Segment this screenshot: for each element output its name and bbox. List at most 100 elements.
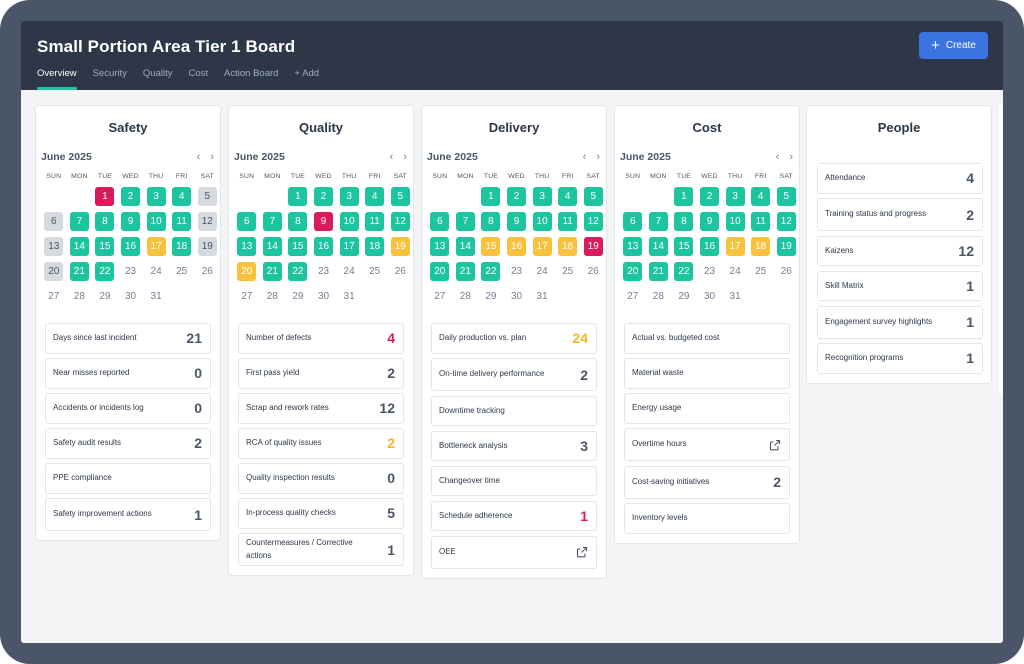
calendar-day[interactable]: 29: [478, 284, 504, 309]
metric-card[interactable]: Quality inspection results 0: [238, 463, 404, 494]
calendar-day[interactable]: 29: [671, 284, 697, 309]
calendar-day[interactable]: 14: [646, 234, 672, 259]
calendar-day[interactable]: 27: [234, 284, 260, 309]
calendar-day[interactable]: 10: [336, 209, 362, 234]
metric-card[interactable]: In-process quality checks 5: [238, 498, 404, 529]
calendar-day[interactable]: 23: [504, 259, 530, 284]
calendar-day[interactable]: 19: [387, 234, 413, 259]
calendar-day[interactable]: 29: [285, 284, 311, 309]
calendar-day[interactable]: 3: [143, 184, 169, 209]
calendar-day[interactable]: 30: [504, 284, 530, 309]
metric-card[interactable]: Material waste: [624, 358, 790, 389]
calendar-day[interactable]: 24: [529, 259, 555, 284]
chevron-left-icon[interactable]: ‹: [196, 151, 201, 163]
calendar-day[interactable]: 19: [580, 234, 606, 259]
tab-quality[interactable]: Quality: [142, 68, 173, 79]
calendar-day[interactable]: 29: [92, 284, 118, 309]
chevron-left-icon[interactable]: ‹: [582, 151, 587, 163]
chevron-right-icon[interactable]: ›: [210, 151, 214, 163]
calendar-day[interactable]: 4: [362, 184, 388, 209]
calendar-day[interactable]: 8: [92, 209, 118, 234]
calendar-day[interactable]: 13: [427, 234, 453, 259]
calendar-day[interactable]: 10: [143, 209, 169, 234]
metric-card[interactable]: Near misses reported 0: [45, 358, 211, 389]
calendar-day[interactable]: 7: [646, 209, 672, 234]
calendar-day[interactable]: 1: [92, 184, 118, 209]
external-link-icon[interactable]: [769, 439, 781, 451]
metric-card[interactable]: PPE compliance: [45, 463, 211, 494]
metric-card[interactable]: Skill Matrix 1: [817, 270, 983, 301]
calendar-day[interactable]: 18: [555, 234, 581, 259]
calendar-day[interactable]: 6: [427, 209, 453, 234]
calendar-day[interactable]: 22: [478, 259, 504, 284]
calendar-day[interactable]: 27: [427, 284, 453, 309]
chevron-left-icon[interactable]: ‹: [775, 151, 780, 163]
create-button[interactable]: + Create: [919, 32, 988, 59]
calendar-day[interactable]: 17: [529, 234, 555, 259]
metric-card[interactable]: Inventory levels: [624, 503, 790, 534]
calendar-day[interactable]: 20: [234, 259, 260, 284]
calendar-day[interactable]: 2: [118, 184, 144, 209]
calendar-day[interactable]: 30: [118, 284, 144, 309]
metric-card[interactable]: Attendance 4: [817, 163, 983, 194]
calendar-day[interactable]: 24: [336, 259, 362, 284]
calendar-day[interactable]: 14: [260, 234, 286, 259]
external-link-icon[interactable]: [576, 546, 588, 558]
metric-card[interactable]: Schedule adherence 1: [431, 500, 597, 531]
calendar-day[interactable]: 16: [504, 234, 530, 259]
calendar-day[interactable]: 5: [773, 184, 799, 209]
calendar-day[interactable]: 30: [311, 284, 337, 309]
calendar-day[interactable]: 15: [478, 234, 504, 259]
metric-card[interactable]: Energy usage: [624, 393, 790, 424]
tab-security[interactable]: Security: [92, 68, 127, 79]
metric-card[interactable]: OEE: [431, 535, 597, 569]
calendar-day[interactable]: 11: [362, 209, 388, 234]
calendar-day[interactable]: 17: [143, 234, 169, 259]
calendar-day[interactable]: 16: [311, 234, 337, 259]
calendar-day[interactable]: 22: [92, 259, 118, 284]
calendar-day[interactable]: 27: [620, 284, 646, 309]
calendar-day[interactable]: 25: [169, 259, 195, 284]
chevron-right-icon[interactable]: ›: [789, 151, 793, 163]
metric-card[interactable]: Overtime hours: [624, 428, 790, 461]
calendar-day[interactable]: 31: [143, 284, 169, 309]
metric-card[interactable]: Cost-saving initiatives 2: [624, 465, 790, 499]
calendar-day[interactable]: 17: [722, 234, 748, 259]
calendar-day[interactable]: 15: [92, 234, 118, 259]
calendar-day[interactable]: 3: [336, 184, 362, 209]
tab-action-board[interactable]: Action Board: [224, 68, 279, 79]
calendar-day[interactable]: 3: [529, 184, 555, 209]
metric-card[interactable]: Scrap and rework rates 12: [238, 393, 404, 424]
calendar-day[interactable]: 17: [336, 234, 362, 259]
metric-card[interactable]: Training status and progress 2: [817, 198, 983, 231]
calendar-day[interactable]: 10: [722, 209, 748, 234]
calendar-day[interactable]: 26: [580, 259, 606, 284]
calendar-day[interactable]: 24: [143, 259, 169, 284]
calendar-day[interactable]: 4: [169, 184, 195, 209]
calendar-day[interactable]: 8: [285, 209, 311, 234]
calendar-day[interactable]: 13: [620, 234, 646, 259]
chevron-right-icon[interactable]: ›: [403, 151, 407, 163]
metric-card[interactable]: Engagement survey highlights 1: [817, 305, 983, 339]
tab-add[interactable]: + Add: [294, 68, 320, 79]
calendar-day[interactable]: 22: [285, 259, 311, 284]
calendar-day[interactable]: 20: [41, 259, 67, 284]
calendar-day[interactable]: 21: [260, 259, 286, 284]
calendar-day[interactable]: 14: [453, 234, 479, 259]
calendar-day[interactable]: 11: [748, 209, 774, 234]
calendar-day[interactable]: 28: [67, 284, 93, 309]
calendar-day[interactable]: 7: [67, 209, 93, 234]
calendar-day[interactable]: 3: [722, 184, 748, 209]
calendar-day[interactable]: 7: [260, 209, 286, 234]
calendar-day[interactable]: 22: [671, 259, 697, 284]
metric-card[interactable]: First pass yield 2: [238, 358, 404, 389]
calendar-day[interactable]: 28: [260, 284, 286, 309]
chevron-left-icon[interactable]: ‹: [389, 151, 394, 163]
calendar-day[interactable]: 12: [773, 209, 799, 234]
calendar-day[interactable]: 30: [697, 284, 723, 309]
calendar-day[interactable]: 31: [722, 284, 748, 309]
calendar-day[interactable]: 23: [311, 259, 337, 284]
calendar-day[interactable]: 28: [646, 284, 672, 309]
calendar-day[interactable]: 10: [529, 209, 555, 234]
calendar-day[interactable]: 26: [387, 259, 413, 284]
